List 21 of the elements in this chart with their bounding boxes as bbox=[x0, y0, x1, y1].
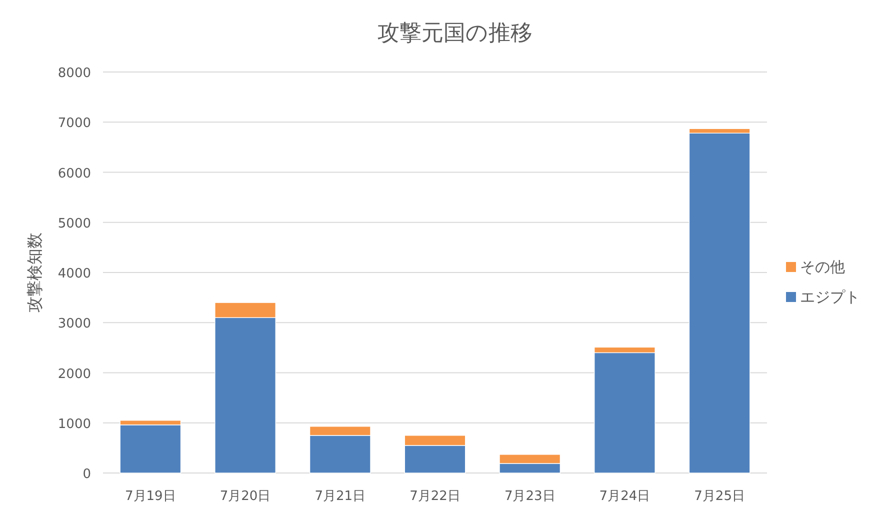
y-tick-label: 2000 bbox=[58, 366, 91, 382]
y-tick-label: 1000 bbox=[58, 416, 91, 432]
legend-label: エジプト bbox=[800, 288, 860, 306]
x-tick-label: 7月22日 bbox=[410, 489, 460, 504]
y-tick-label: 0 bbox=[82, 467, 91, 482]
y-tick-label: 4000 bbox=[58, 266, 91, 282]
x-tick-label: 7月19日 bbox=[125, 489, 176, 504]
x-tick-label: 7月23日 bbox=[504, 489, 556, 504]
y-tick-label: 8000 bbox=[58, 66, 91, 81]
legend-label: その他 bbox=[800, 258, 845, 276]
bar bbox=[688, 132, 750, 474]
chart-title: 攻撃元国の推移 bbox=[378, 21, 532, 46]
y-tick-label: 7000 bbox=[58, 116, 91, 132]
x-tick-label: 7月24日 bbox=[599, 489, 650, 504]
x-tick-label: 7月20日 bbox=[220, 489, 271, 504]
x-tick-label: 7月21日 bbox=[314, 489, 366, 504]
y-tick-label: 3000 bbox=[58, 316, 91, 332]
y-axis-title: 攻撃検知数 bbox=[25, 232, 44, 312]
y-tick-label: 5000 bbox=[58, 216, 91, 232]
y-tick-label: 6000 bbox=[58, 166, 91, 182]
x-tick-label: 7月25日 bbox=[694, 489, 745, 504]
